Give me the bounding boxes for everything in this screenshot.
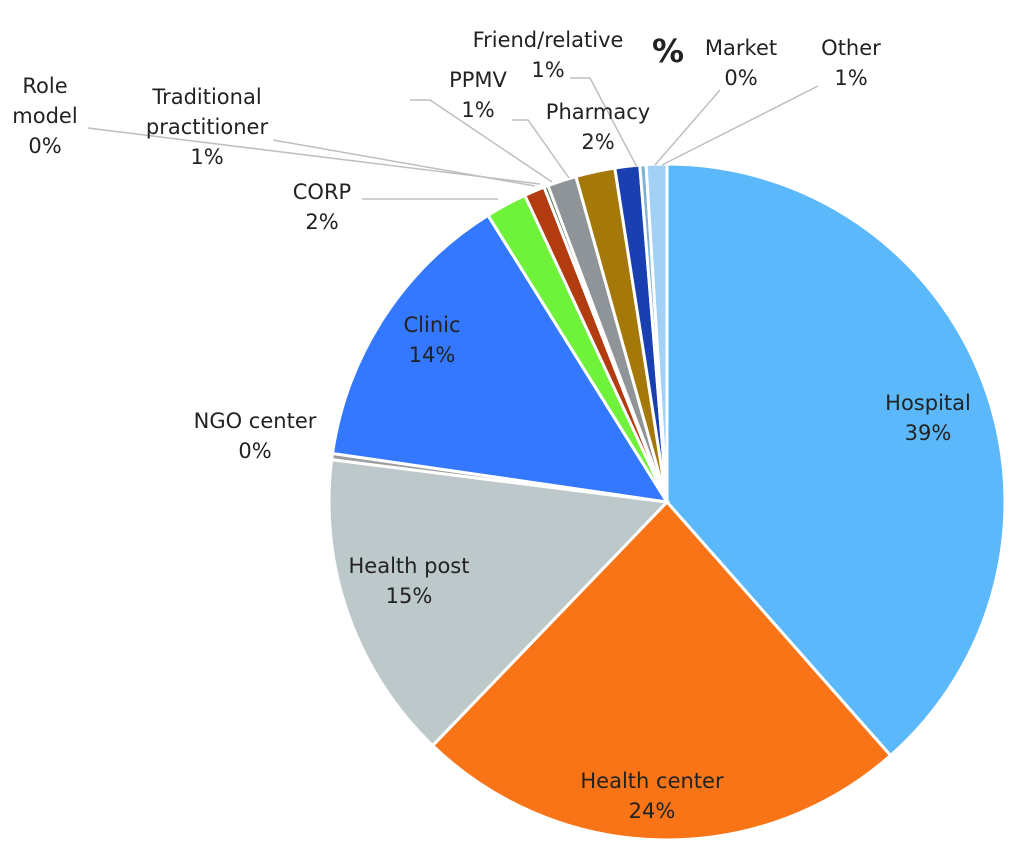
label-pharmacy: Pharmacy 2% xyxy=(546,100,650,154)
name-label-role-model: Role xyxy=(22,74,67,98)
label-health-post: Health post 15% xyxy=(349,554,470,608)
value-label-pharmacy: 2% xyxy=(581,130,614,154)
leader-line-pharmacy xyxy=(512,119,570,179)
name-label-health-center: Health center xyxy=(580,769,724,793)
name-label-traditional-practitioner: practitioner xyxy=(146,115,269,139)
name-label-traditional-practitioner: Traditional xyxy=(151,85,261,109)
slice-hospital xyxy=(665,162,1007,758)
value-label-health-post: 15% xyxy=(386,584,433,608)
value-label-corp: 2% xyxy=(305,210,338,234)
name-label-market: Market xyxy=(705,36,777,60)
label-friend-relative: Friend/relative 1% xyxy=(473,28,624,82)
label-hospital: Hospital 39% xyxy=(885,391,971,445)
name-label-other: Other xyxy=(821,36,881,60)
label-traditional-practitioner: Traditional practitioner 1% xyxy=(146,85,269,169)
name-label-pharmacy: Pharmacy xyxy=(546,100,650,124)
leader-line-role-model xyxy=(87,127,541,185)
label-clinic: Clinic 14% xyxy=(403,313,460,367)
name-label-hospital: Hospital xyxy=(885,391,971,415)
leader-line-market xyxy=(654,89,721,166)
value-label-friend-relative: 1% xyxy=(531,58,564,82)
value-label-ngo-center: 0% xyxy=(238,439,271,463)
label-ppmv: PPMV 1% xyxy=(449,68,507,122)
chart-title: % xyxy=(652,32,684,70)
value-label-role-model: 0% xyxy=(28,134,61,158)
slice-health-center xyxy=(430,499,893,842)
value-label-ppmv: 1% xyxy=(461,98,494,122)
leader-lines xyxy=(87,77,819,200)
value-label-traditional-practitioner: 1% xyxy=(190,145,223,169)
name-label-health-post: Health post xyxy=(349,554,470,578)
label-health-center: Health center 24% xyxy=(580,769,724,823)
value-label-market: 0% xyxy=(724,66,757,90)
label-other: Other 1% xyxy=(821,36,881,90)
slice-clinic xyxy=(330,213,670,504)
pie-slices xyxy=(327,162,1007,842)
value-label-hospital: 39% xyxy=(905,421,952,445)
label-corp: CORP 2% xyxy=(293,180,351,234)
slice-labels: Hospital 39% Health center 24% Health post 15… xyxy=(12,28,971,823)
name-label-ppmv: PPMV xyxy=(449,68,507,92)
label-ngo-center: NGO center 0% xyxy=(194,409,317,463)
name-label-clinic: Clinic xyxy=(403,313,460,337)
leader-line-other xyxy=(661,85,819,166)
name-label-corp: CORP xyxy=(293,180,351,204)
name-label-friend-relative: Friend/relative xyxy=(473,28,624,52)
leader-line-friend-relative xyxy=(570,77,638,168)
slice-health-post xyxy=(327,457,671,748)
value-label-other: 1% xyxy=(834,66,867,90)
name-label-role-model: model xyxy=(12,104,77,128)
label-role-model: Role model 0% xyxy=(12,74,77,158)
value-label-clinic: 14% xyxy=(409,343,456,367)
value-label-health-center: 24% xyxy=(629,799,676,823)
name-label-ngo-center: NGO center xyxy=(194,409,317,433)
leader-line-ppmv xyxy=(410,99,553,183)
label-market: Market 0% xyxy=(705,36,777,90)
